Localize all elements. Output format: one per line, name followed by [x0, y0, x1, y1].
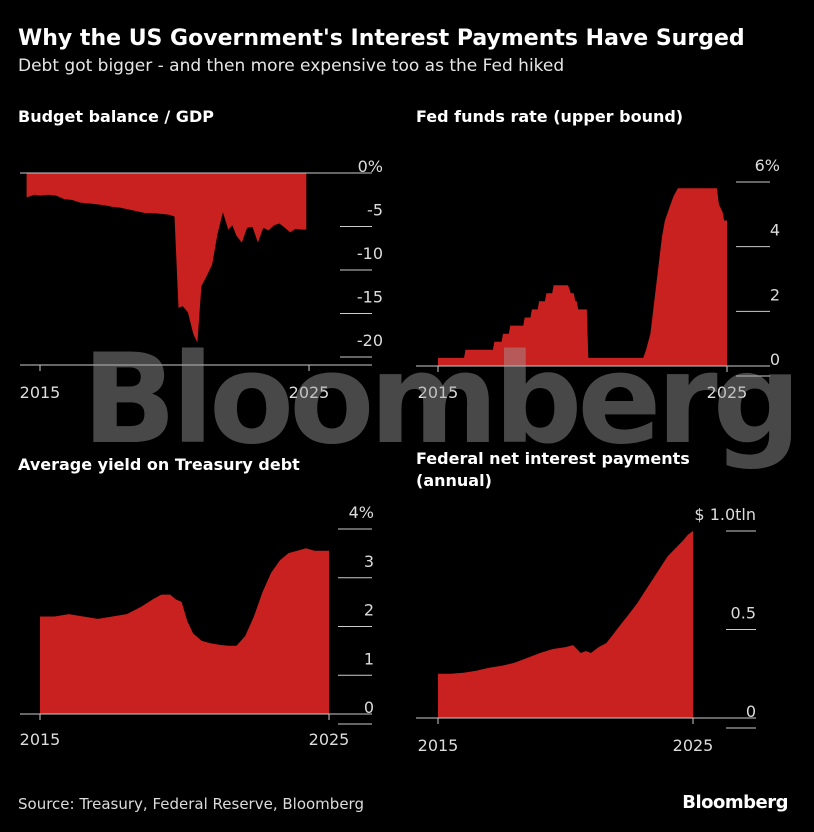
series-area — [40, 548, 329, 714]
y-tick-label: -20 — [357, 331, 383, 350]
x-tick-label: 2015 — [418, 383, 459, 402]
panel-title: Fed funds rate (upper bound) — [416, 107, 683, 126]
y-tick-label: 2 — [364, 601, 374, 620]
x-tick-label: 2025 — [673, 736, 714, 755]
chart-title: Why the US Government's Interest Payment… — [18, 26, 745, 51]
chart-subtitle: Debt got bigger - and then more expensiv… — [18, 56, 565, 76]
panel-title: Federal net interest payments (annual) — [416, 449, 690, 490]
y-tick-label: 2 — [770, 285, 780, 304]
y-tick-label: $ 1.0tln — [694, 505, 756, 524]
y-tick-label: -10 — [357, 244, 383, 263]
y-tick-label: 6% — [755, 156, 780, 175]
x-tick-label: 2015 — [20, 730, 61, 749]
y-tick-label: 0.5 — [731, 604, 756, 623]
y-tick-label: -5 — [367, 201, 383, 220]
y-tick-label: 0 — [364, 698, 374, 717]
x-tick-label: 2025 — [309, 730, 350, 749]
y-tick-label: -15 — [357, 288, 383, 307]
panel-title: Average yield on Treasury debt — [18, 455, 300, 474]
x-tick-label: 2015 — [418, 736, 459, 755]
series-area — [26, 173, 307, 343]
series-area — [438, 188, 727, 366]
x-tick-label: 2025 — [289, 383, 330, 402]
panel-title: Budget balance / GDP — [18, 107, 214, 126]
bloomberg-logo: Bloomberg — [682, 792, 788, 813]
series-area — [438, 530, 693, 718]
y-tick-label: 1 — [364, 649, 374, 668]
y-tick-label: 3 — [364, 552, 374, 571]
y-tick-label: 4% — [349, 503, 374, 522]
x-tick-label: 2025 — [707, 383, 748, 402]
y-tick-label: 0% — [358, 157, 383, 176]
x-tick-label: 2015 — [20, 383, 61, 402]
y-tick-label: 0 — [770, 350, 780, 369]
source-note: Source: Treasury, Federal Reserve, Bloom… — [18, 795, 364, 813]
y-tick-label: 4 — [770, 221, 780, 240]
y-tick-label: 0 — [746, 702, 756, 721]
